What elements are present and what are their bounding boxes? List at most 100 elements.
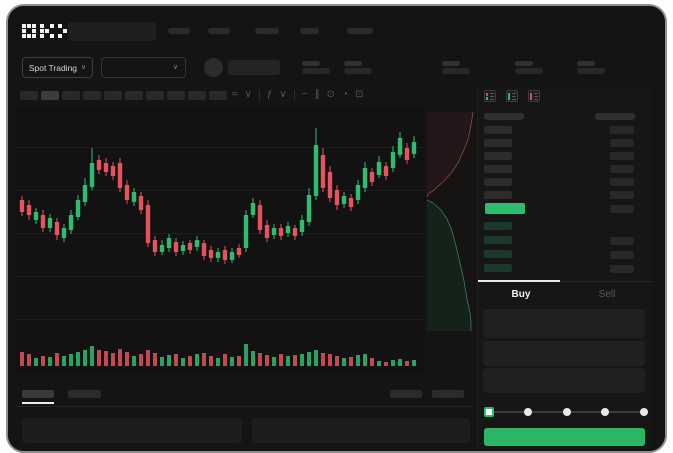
ob-ask-price-0[interactable] <box>484 126 512 134</box>
stat-value-placeholder-2 <box>442 68 470 74</box>
ob-last-price-bar[interactable] <box>485 203 525 214</box>
okx-logo[interactable]: OKX <box>22 24 72 38</box>
order-field-placeholder-0[interactable] <box>483 309 645 338</box>
timeframe-pill-2[interactable] <box>62 91 80 100</box>
stat-label-placeholder-2 <box>442 61 460 66</box>
book-buy-side-icon[interactable] <box>506 90 518 102</box>
nav-item-placeholder-2[interactable] <box>255 28 279 34</box>
candle-style-caret-icon[interactable]: ∨ <box>244 89 252 100</box>
icon-mark <box>512 93 516 94</box>
icon-mark <box>534 93 538 94</box>
tab-sell[interactable]: Sell <box>598 288 616 300</box>
stat-value-placeholder-1 <box>344 68 372 74</box>
ob-ask-price-4[interactable] <box>484 178 512 186</box>
market-type-label: Spot Trading <box>28 62 78 73</box>
toolbar-divider <box>293 90 295 100</box>
ob-header-amount-placeholder <box>595 113 635 120</box>
ob-ask-amount-0[interactable] <box>610 126 634 134</box>
stat-label-placeholder-4 <box>577 61 595 66</box>
tab-buy[interactable]: Buy <box>511 288 531 300</box>
nav-item-placeholder-4[interactable] <box>347 28 373 34</box>
fullscreen-icon[interactable]: ⊡ <box>355 89 364 100</box>
indicators-caret-icon[interactable]: ∨ <box>279 89 287 100</box>
timeframe-pill-0[interactable] <box>20 91 38 100</box>
slider-stop-4[interactable] <box>640 408 648 416</box>
avatar[interactable] <box>204 58 223 77</box>
icon-mark <box>486 97 488 100</box>
ob-header-price-placeholder <box>484 113 524 120</box>
timeframe-pill-5[interactable] <box>125 91 143 100</box>
ob-ask-amount-1[interactable] <box>610 139 634 147</box>
slider-stop-3[interactable] <box>601 408 610 416</box>
icon-mark <box>508 93 510 100</box>
nav-item-placeholder-1[interactable] <box>208 28 230 34</box>
ob-bid-price-0[interactable] <box>484 222 512 230</box>
orders-tab-active[interactable] <box>22 390 54 398</box>
ob-ask-amount-5[interactable] <box>610 191 634 199</box>
ob-bid-amount-1[interactable] <box>610 237 634 245</box>
stat-value-placeholder-4 <box>577 68 605 74</box>
timeframe-pill-4[interactable] <box>104 91 122 100</box>
history-icon[interactable]: ◔ <box>341 89 348 100</box>
ob-ask-price-5[interactable] <box>484 191 512 199</box>
line-tool-icon[interactable]: ~ <box>301 89 308 100</box>
app-window: OKX Spot Trading ∨ ∨ Buy <box>8 6 665 451</box>
indicators-icon[interactable]: ƒ <box>266 89 273 100</box>
chart-toolbar-icons: ≈ ∨ ƒ ∨ ~ ∥ ⊙ ◔ ⊡ <box>232 88 382 102</box>
timeframe-pill-8[interactable] <box>188 91 206 100</box>
screenshot-icon[interactable]: ⊙ <box>326 89 335 100</box>
ob-ask-amount-4[interactable] <box>610 178 634 186</box>
nav-item-placeholder-3[interactable] <box>300 28 319 34</box>
orders-filter-pill[interactable] <box>432 390 464 398</box>
order-field-placeholder-2[interactable] <box>483 368 645 393</box>
icon-mark <box>486 93 488 96</box>
buy-tab-indicator <box>478 280 560 282</box>
device-frame: OKX Spot Trading ∨ ∨ Buy <box>6 4 667 453</box>
chevron-down-icon: ∨ <box>81 64 87 71</box>
ob-ask-amount-3[interactable] <box>610 165 634 173</box>
timeframe-pill-6[interactable] <box>146 91 164 100</box>
bottom-divider <box>15 406 472 407</box>
timeframe-pill-1[interactable] <box>41 91 59 100</box>
ob-ask-price-3[interactable] <box>484 165 512 173</box>
book-sell-side-icon[interactable] <box>528 90 540 102</box>
candle-style-icon[interactable]: ≈ <box>232 89 238 100</box>
ob-ask-price-1[interactable] <box>484 139 512 147</box>
slider-stop-2[interactable] <box>562 408 571 416</box>
ob-ask-price-2[interactable] <box>484 152 512 160</box>
book-combined-icon[interactable] <box>484 90 496 102</box>
market-type-selector[interactable]: Spot Trading ∨ <box>22 57 93 78</box>
ob-bid-price-2[interactable] <box>484 250 512 258</box>
order-field-placeholder-1[interactable] <box>483 341 645 366</box>
pair-search-placeholder <box>68 22 156 41</box>
candlestick-chart[interactable] <box>15 108 425 372</box>
slider-stop-1[interactable] <box>523 408 532 416</box>
orders-tab-underline <box>22 402 54 404</box>
orders-tab-inactive[interactable] <box>68 390 101 398</box>
timeframe-pill-3[interactable] <box>83 91 101 100</box>
icon-mark <box>534 99 538 100</box>
logo-letter-O <box>22 24 36 38</box>
timeframe-pill-7[interactable] <box>167 91 185 100</box>
ob-bid-amount-3[interactable] <box>610 265 634 273</box>
orders-panel-placeholder <box>252 418 470 443</box>
depth-chart <box>425 106 478 332</box>
compare-icon[interactable]: ∥ <box>314 89 320 100</box>
timeframe-pill-9[interactable] <box>209 91 227 100</box>
slider-handle[interactable] <box>484 407 494 417</box>
panel-divider <box>477 88 478 448</box>
ob-bid-price-1[interactable] <box>484 236 512 244</box>
ob-last-amount[interactable] <box>610 205 634 213</box>
stat-value-placeholder-3 <box>515 68 543 74</box>
ob-bid-amount-2[interactable] <box>610 251 634 259</box>
logo-letter-K <box>40 24 54 38</box>
submit-buy-button[interactable] <box>484 428 645 446</box>
ob-bid-price-3[interactable] <box>484 264 512 272</box>
orders-filter-pill[interactable] <box>390 390 422 398</box>
ob-ask-amount-2[interactable] <box>610 152 634 160</box>
icon-mark <box>512 96 516 97</box>
nav-item-placeholder-0[interactable] <box>168 28 190 34</box>
pair-selector-dropdown[interactable]: ∨ <box>101 57 186 78</box>
icon-mark <box>534 96 538 97</box>
icon-mark <box>490 96 494 97</box>
